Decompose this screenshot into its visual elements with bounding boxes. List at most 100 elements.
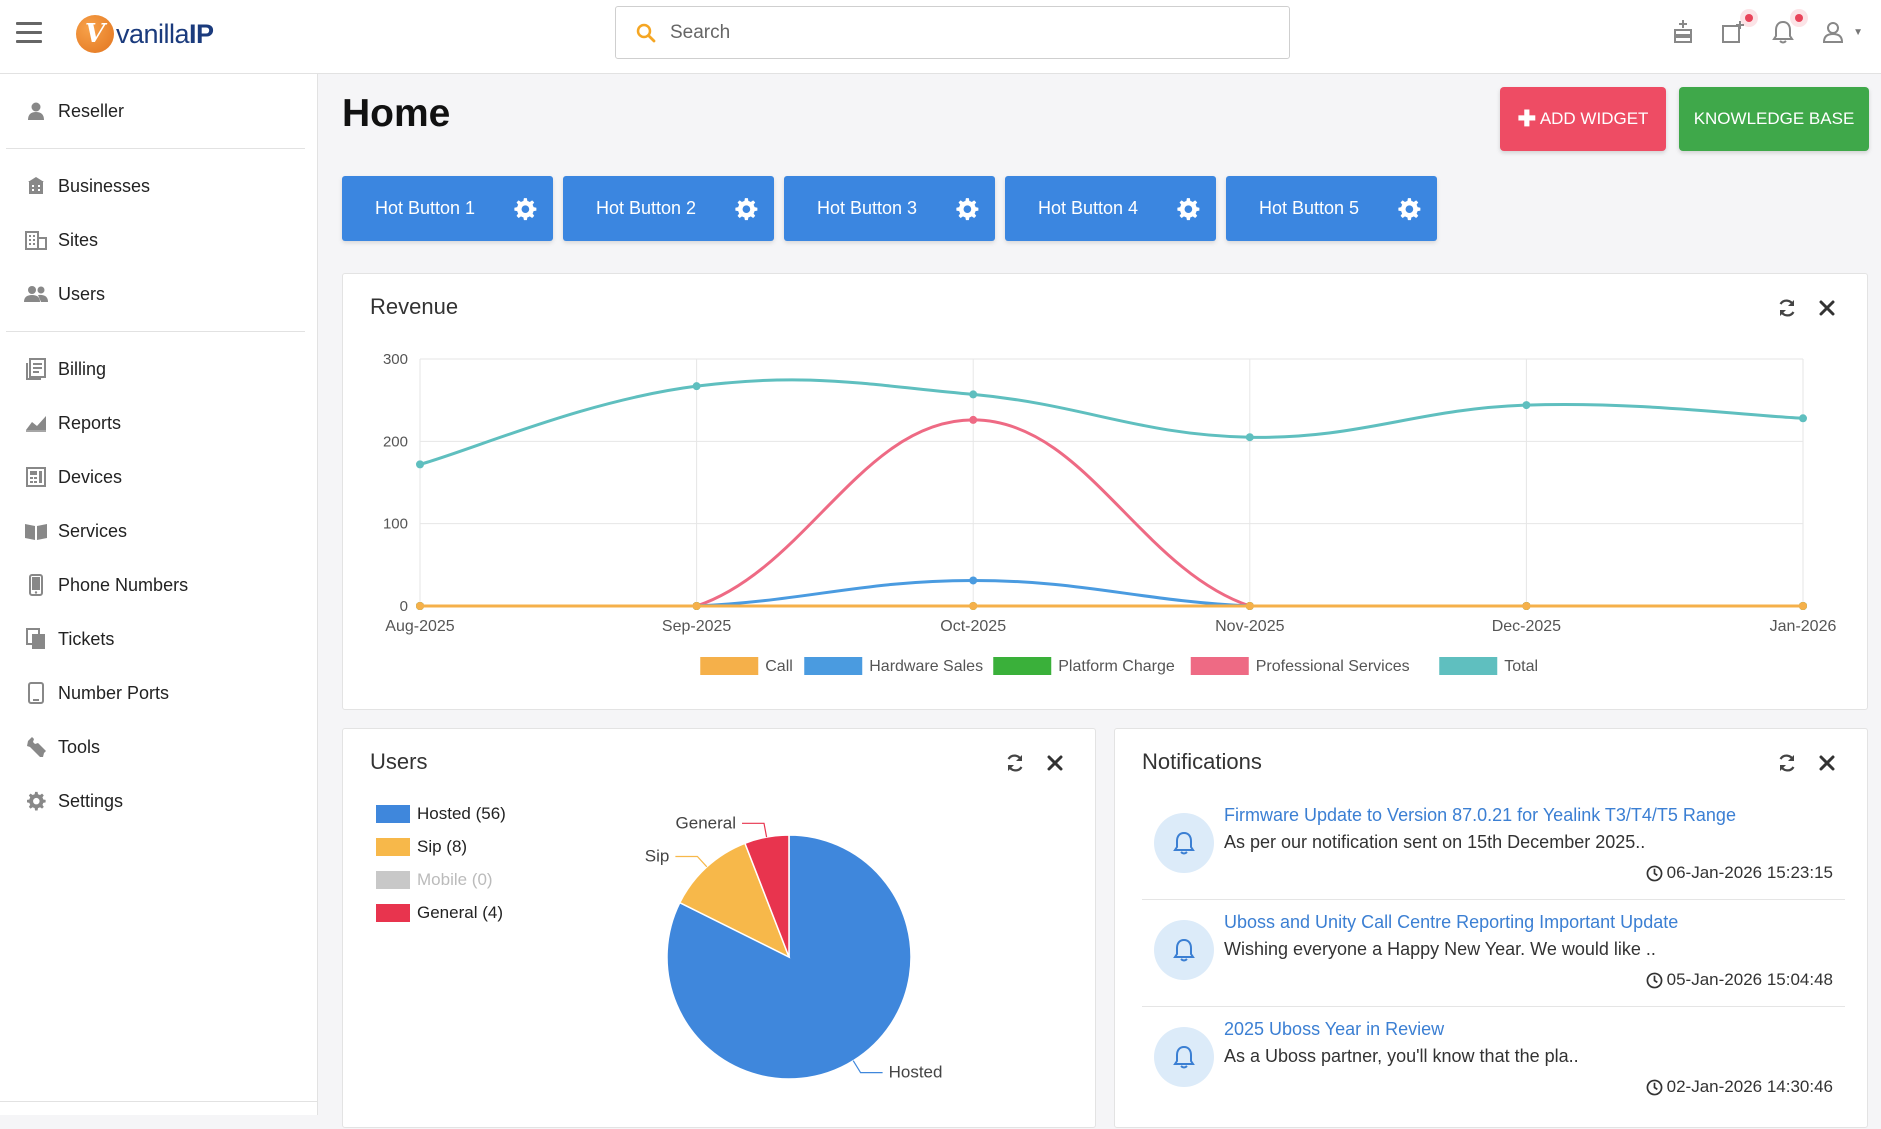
bell-icon [1154,813,1214,873]
pie-legend-item[interactable]: Mobile (0) [376,863,506,896]
sidebar-item-businesses[interactable]: Businesses [0,159,317,213]
gear-icon[interactable] [732,195,760,223]
sidebar-item-phone-numbers[interactable]: Phone Numbers [0,558,317,612]
logo[interactable]: V vanillaIP [76,14,214,54]
refresh-icon[interactable] [1005,753,1025,773]
sidebar-item-reseller[interactable]: Reseller [0,84,317,138]
sidebar-item-users[interactable]: Users [0,267,317,321]
hot-button-label: Hot Button 2 [596,198,697,218]
hot-button-label: Hot Button 4 [1038,198,1139,218]
pie-legend-label: Hosted (56) [417,803,506,823]
data-point [969,576,978,585]
notification-item: Uboss and Unity Call Centre Reporting Im… [1142,900,1845,1007]
sidebar-item-tools[interactable]: Tools [0,720,317,774]
user-menu-chevron-down-icon[interactable]: ▼ [1853,26,1863,38]
reports-icon [24,411,48,435]
data-point [692,382,701,391]
legend-item[interactable]: Call [700,657,793,675]
search-input[interactable] [670,21,1230,44]
pie-slice-general[interactable] [743,834,790,958]
pie-legend-item[interactable]: Sip (8) [376,830,506,863]
x-tick-label: Nov-2025 [1215,618,1284,635]
hot-button-label: Hot Button 5 [1259,198,1360,218]
sidebar-footer [0,1101,318,1115]
sidebar-item-label: Users [58,283,106,304]
data-point [1245,602,1254,610]
knowledge-base-button[interactable]: KNOWLEDGE BASE [1679,87,1869,151]
add-widget-button[interactable]: ✚ ADD WIDGET [1500,87,1666,151]
pie-legend-item[interactable]: General (4) [376,896,506,929]
users-tools [1005,753,1065,773]
add-widget-layout-icon[interactable] [1669,18,1697,46]
pie-slice-label: Sip [645,846,670,865]
notification-title-link[interactable]: Firmware Update to Version 87.0.21 for Y… [1224,805,1736,825]
legend-label: Professional Services [1256,658,1410,675]
sidebar-item-label: Services [58,520,128,541]
hot-button-3[interactable]: Hot Button 3 [784,176,995,241]
search-icon [636,23,656,42]
gear-icon[interactable] [1174,195,1202,223]
hot-button-1[interactable]: Hot Button 1 [342,176,553,241]
notification-time: 06-Jan-2026 15:23:15 [1646,863,1833,883]
legend-item[interactable]: Total [1439,657,1538,675]
top-icons: ▼ [1669,14,1863,46]
hot-buttons-row: Hot Button 1 Hot Button 2 Hot Button 3 H… [342,176,1437,241]
hot-button-5[interactable]: Hot Button 5 [1226,176,1437,241]
notification-body: As a Uboss partner, you'll know that the… [1224,1046,1579,1066]
legend-swatch [1439,657,1498,675]
devices-icon [24,465,48,489]
gear-icon[interactable] [953,195,981,223]
x-tick-label: Dec-2025 [1492,618,1561,635]
user-avatar-icon[interactable] [1819,18,1847,46]
x-tick-label: Sep-2025 [662,618,731,635]
pie-leader-line [742,822,768,838]
sidebar-item-billing[interactable]: Billing [0,342,317,396]
sidebar-item-services[interactable]: Services [0,504,317,558]
tickets-icon [24,627,48,651]
gear-icon[interactable] [1395,195,1423,223]
hot-button-label: Hot Button 3 [817,198,918,218]
close-icon[interactable] [1045,753,1065,773]
sidebar-item-devices[interactable]: Devices [0,450,317,504]
sidebar-item-number-ports[interactable]: Number Ports [0,666,317,720]
hamburger-menu-icon[interactable] [16,22,42,44]
search-box [615,6,1290,59]
hot-button-label: Hot Button 1 [375,198,476,218]
gear-icon[interactable] [511,195,539,223]
legend-item[interactable]: Hardware Sales [804,657,983,675]
legend-item[interactable]: Platform Charge [993,657,1175,675]
sidebar-item-tickets[interactable]: Tickets [0,612,317,666]
plus-icon: ✚ [1517,106,1537,131]
sidebar-item-sites[interactable]: Sites [0,213,317,267]
users-icon [24,282,48,306]
bell-icon[interactable] [1769,14,1804,46]
person-icon [24,99,48,123]
legend-label: Total [1504,658,1538,675]
notification-item: Firmware Update to Version 87.0.21 for Y… [1142,793,1845,900]
notification-time: 05-Jan-2026 15:04:48 [1646,970,1833,990]
refresh-icon[interactable] [1777,753,1797,773]
users-pie-legend: Hosted (56) Sip (8) Mobile (0) General (4) [376,797,506,929]
sidebar-item-settings[interactable]: Settings [0,774,317,828]
new-window-icon[interactable] [1719,14,1754,46]
sidebar-item-label: Reports [58,412,122,433]
close-icon[interactable] [1817,298,1837,318]
notification-title-link[interactable]: Uboss and Unity Call Centre Reporting Im… [1224,912,1679,932]
x-tick-label: Oct-2025 [940,618,1006,635]
hot-button-2[interactable]: Hot Button 2 [563,176,774,241]
pie-slice-label: General [676,813,736,832]
legend-label: Hardware Sales [869,658,983,675]
phone-icon [24,573,48,597]
series-line-professional-services [420,418,1803,608]
x-tick-label: Jan-2026 [1770,618,1837,635]
hot-button-4[interactable]: Hot Button 4 [1005,176,1216,241]
pie-legend-item[interactable]: Hosted (56) [376,797,506,830]
logo-mark: V [76,15,114,53]
notification-list: Firmware Update to Version 87.0.21 for Y… [1142,793,1845,1114]
legend-item[interactable]: Professional Services [1190,657,1410,675]
x-tick-label: Aug-2025 [385,618,454,635]
refresh-icon[interactable] [1777,298,1797,318]
close-icon[interactable] [1817,753,1837,773]
notification-title-link[interactable]: 2025 Uboss Year in Review [1224,1019,1445,1039]
sidebar-item-reports[interactable]: Reports [0,396,317,450]
